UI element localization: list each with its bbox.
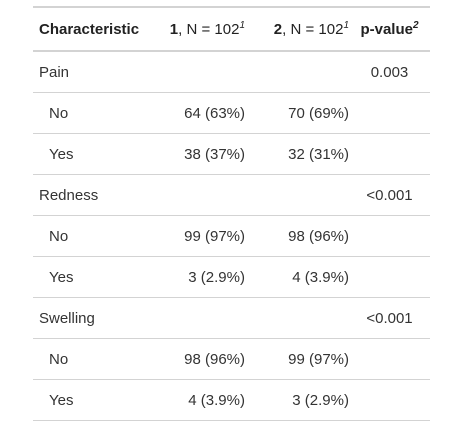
group2-label: 2 bbox=[273, 20, 283, 38]
variable-label: Swelling bbox=[39, 309, 95, 327]
empty-cell bbox=[349, 134, 430, 175]
group2-value: 3 (2.9%) bbox=[292, 391, 349, 409]
group1-value: 64 (63%) bbox=[184, 104, 245, 122]
group2-footnote: 1 bbox=[343, 19, 349, 31]
group2-value: 32 (31%) bbox=[288, 145, 349, 163]
group1-header: 1, N = 1021 bbox=[161, 7, 245, 51]
summary-table: Characteristic 1, N = 1021 2, N = 1021 p… bbox=[33, 6, 430, 421]
characteristic-header: Characteristic bbox=[39, 20, 140, 38]
level-label: Yes bbox=[49, 268, 74, 286]
empty-cell bbox=[349, 339, 430, 380]
empty-cell bbox=[245, 298, 349, 339]
header-row: Characteristic 1, N = 1021 2, N = 1021 p… bbox=[33, 7, 430, 51]
empty-cell bbox=[161, 175, 245, 216]
group2-value: 99 (97%) bbox=[288, 350, 349, 368]
level-row: No 98 (96%) 99 (97%) bbox=[33, 339, 430, 380]
level-row: Yes 38 (37%) 32 (31%) bbox=[33, 134, 430, 175]
level-label: No bbox=[49, 350, 69, 368]
level-label: Yes bbox=[49, 391, 74, 409]
p-value-cell: 0.003 bbox=[370, 63, 409, 81]
empty-cell bbox=[245, 51, 349, 93]
pvalue-footnote: 2 bbox=[412, 19, 419, 31]
empty-cell bbox=[161, 51, 245, 93]
group1-value: 3 (2.9%) bbox=[188, 268, 245, 286]
empty-cell bbox=[349, 380, 430, 421]
empty-cell bbox=[161, 298, 245, 339]
variable-row-pain: Pain 0.003 bbox=[33, 51, 430, 93]
group2-value: 70 (69%) bbox=[288, 104, 349, 122]
variable-label: Redness bbox=[39, 186, 99, 204]
variable-row-redness: Redness <0.001 bbox=[33, 175, 430, 216]
group1-value: 99 (97%) bbox=[184, 227, 245, 245]
group1-value: 98 (96%) bbox=[184, 350, 245, 368]
group2-value: 4 (3.9%) bbox=[292, 268, 349, 286]
variable-row-swelling: Swelling <0.001 bbox=[33, 298, 430, 339]
empty-cell bbox=[245, 175, 349, 216]
level-row: No 99 (97%) 98 (96%) bbox=[33, 216, 430, 257]
pvalue-header: p-value2 bbox=[349, 7, 430, 51]
p-value-cell: <0.001 bbox=[366, 309, 413, 327]
group2-n: , N = 102 bbox=[282, 20, 344, 38]
level-row: No 64 (63%) 70 (69%) bbox=[33, 93, 430, 134]
pvalue-label: p-value bbox=[360, 20, 413, 38]
group1-value: 38 (37%) bbox=[184, 145, 245, 163]
group2-header: 2, N = 1021 bbox=[245, 7, 349, 51]
empty-cell bbox=[349, 216, 430, 257]
level-label: No bbox=[49, 227, 69, 245]
variable-label: Pain bbox=[39, 63, 70, 81]
group1-footnote: 1 bbox=[239, 19, 245, 31]
p-value-cell: <0.001 bbox=[366, 186, 413, 204]
level-label: No bbox=[49, 104, 69, 122]
level-row: Yes 3 (2.9%) 4 (3.9%) bbox=[33, 257, 430, 298]
level-row: Yes 4 (3.9%) 3 (2.9%) bbox=[33, 380, 430, 421]
empty-cell bbox=[349, 257, 430, 298]
group2-value: 98 (96%) bbox=[288, 227, 349, 245]
level-label: Yes bbox=[49, 145, 74, 163]
group1-value: 4 (3.9%) bbox=[188, 391, 245, 409]
group1-n: , N = 102 bbox=[178, 20, 240, 38]
empty-cell bbox=[349, 93, 430, 134]
group1-label: 1 bbox=[169, 20, 179, 38]
